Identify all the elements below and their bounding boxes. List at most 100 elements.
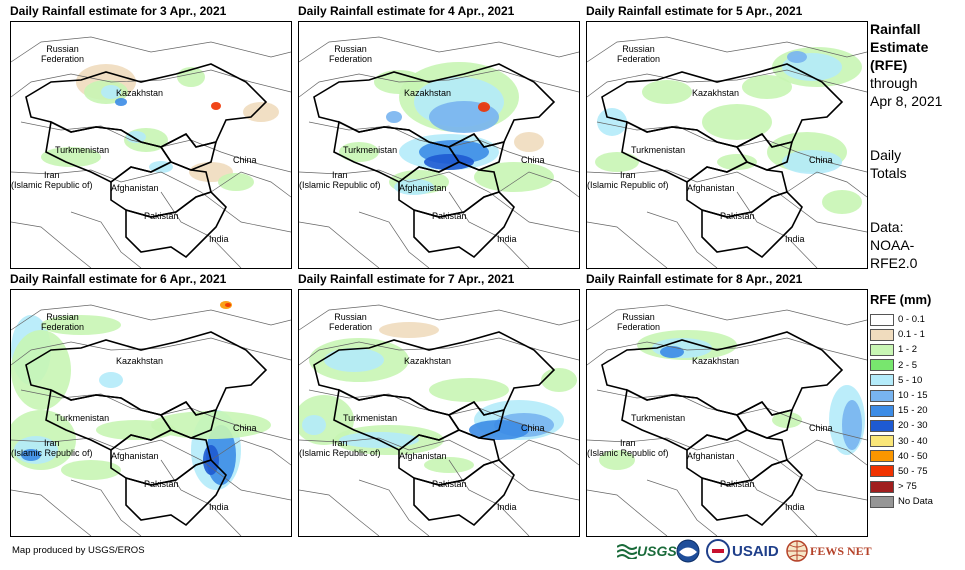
country-label-text: Afghanistan [399,183,447,193]
rain-area [597,108,627,136]
country-label-text: Iran [332,170,348,180]
country-border [299,221,380,268]
legend-item: 30 - 40 [870,434,933,449]
country-label-text: China [233,423,257,433]
rain-area [41,147,101,167]
usgs-logo-text: USGS [637,543,677,559]
country-label-afghanistan: Afghanistan [399,183,447,193]
country-border [11,169,291,233]
rainfall-map [587,36,867,268]
region-border [701,191,803,259]
country-border [210,439,291,466]
legend-item: No Data [870,494,933,509]
legend-swatch [870,495,894,508]
country-border [448,459,530,536]
legend-swatch [870,419,894,432]
country-label-text: Afghanistan [111,183,159,193]
country-label-text: Kazakhstan [116,356,164,366]
fewsnet-logo: FEWS NET [786,538,872,564]
country-label-text: Turkmenistan [631,413,686,423]
legend-item: 15 - 20 [870,403,933,418]
country-border [646,479,718,536]
sidebar-data-label: Data: [870,219,904,235]
legend-swatch [870,450,894,463]
country-label-afghanistan: Afghanistan [399,451,447,461]
country-label-text: Iran [620,170,636,180]
legend-label: > 75 [898,481,917,493]
country-label-russia: Russian Federation [329,312,372,332]
country-border [448,191,530,268]
legend-swatch [870,313,894,326]
country-label-russia: Russian Federation [41,312,84,332]
legend-label: 20 - 30 [898,420,928,432]
legend-swatch [870,404,894,417]
legend-label: 30 - 40 [898,435,928,447]
country-border [736,191,818,268]
legend-swatch [870,389,894,402]
rain-area [772,412,802,428]
sidebar-data-src-1: NOAA- [870,237,915,253]
legend-label: 15 - 20 [898,405,928,417]
country-label-text: Turkmenistan [631,145,686,155]
noaa-seal-icon [676,539,700,563]
legend-swatch [870,374,894,387]
rain-area [379,322,439,338]
country-label-text: Kazakhstan [404,88,452,98]
usgs-logo: USGS [617,538,677,564]
country-label-india: India [209,502,229,512]
rain-area [595,152,639,172]
country-label-turkmenistan: Turkmenistan [343,413,397,423]
country-label-text: India [785,234,805,244]
legend-item: 5 - 10 [870,373,933,388]
country-label-afghanistan: Afghanistan [111,183,159,193]
panel-title: Daily Rainfall estimate for 7 Apr., 2021 [298,272,515,286]
country-label-kazakhstan: Kazakhstan [116,356,163,366]
rain-area [702,104,772,140]
country-label-afghanistan: Afghanistan [111,451,159,461]
legend: 0 - 0.1 0.1 - 1 1 - 2 2 - 5 5 - 10 10 - 15 15 … [870,312,933,509]
country-border [299,169,579,233]
country-label-text: Turkmenistan [343,145,398,155]
country-label-russia: Russian Federation [41,44,84,64]
legend-swatch [870,480,894,493]
map-credit: Map produced by USGS/EROS [12,545,145,556]
legend-label: 0 - 0.1 [898,314,925,326]
rain-area [660,346,684,358]
country-label-text: India [497,234,517,244]
rainfall-panel: Daily Rainfall estimate for 3 Apr., 2021… [8,4,296,272]
rain-area [394,179,434,195]
country-label-text: China [521,423,545,433]
usaid-logo-text: USAID [732,542,779,560]
region-border [413,191,515,259]
country-label-russia: Russian Federation [617,44,660,64]
country-border [358,211,430,268]
rainfall-panel: Daily Rainfall estimate for 5 Apr., 2021… [584,4,872,272]
legend-item: 10 - 15 [870,388,933,403]
sidebar-title-line3: (RFE) [870,57,908,73]
rain-area [822,190,862,214]
rain-area [642,80,692,104]
rain-area [41,315,121,335]
country-label-turkmenistan: Turkmenistan [343,145,397,155]
country-label-india: India [497,234,517,244]
fewsnet-globe-icon [786,540,808,562]
legend-label: 1 - 2 [898,344,918,356]
country-border [587,304,867,331]
legend-title: RFE (mm) [870,292,932,307]
rain-area [541,368,577,392]
region-border [701,459,803,527]
country-label-kazakhstan: Kazakhstan [692,356,739,366]
country-label-text: (Islamic Republic of) [587,180,669,190]
rain-area [96,420,176,440]
country-label-india: India [785,502,805,512]
country-border [11,437,291,501]
country-label-china: China [521,155,545,165]
rain-area [99,372,123,388]
country-label-text: (Islamic Republic of) [587,448,669,458]
region-border [125,459,227,527]
country-label-text: Turkmenistan [55,413,110,423]
country-label-kazakhstan: Kazakhstan [404,356,451,366]
rainfall-panel: Daily Rainfall estimate for 7 Apr., 2021… [296,272,584,540]
rain-area [339,142,379,162]
country-label-iran: Iran (Islamic Republic of) [11,170,93,190]
